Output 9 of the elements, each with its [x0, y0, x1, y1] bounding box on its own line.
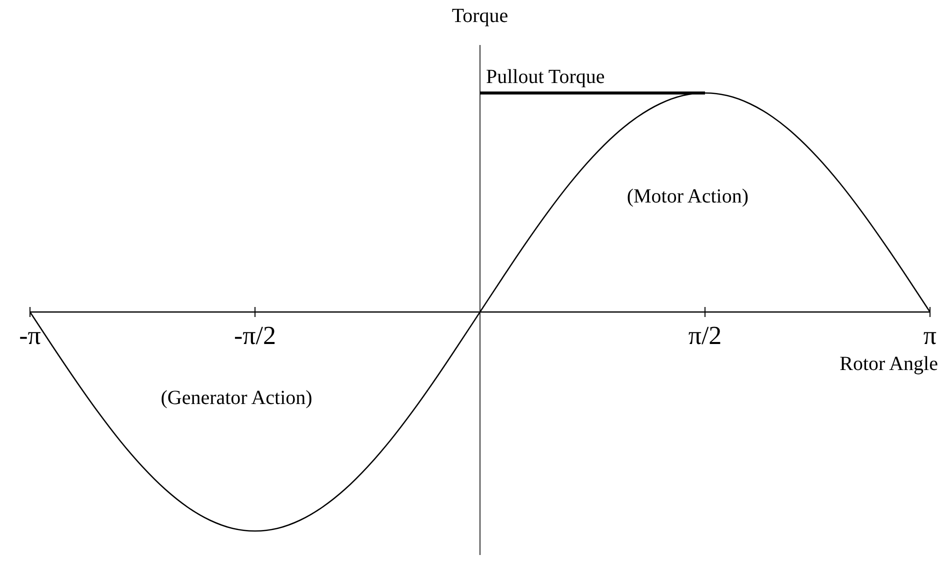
x-tick-label: π/2: [688, 321, 722, 350]
annotation: (Generator Action): [160, 386, 312, 409]
x-tick-label: π: [923, 321, 937, 350]
ref-line-label: Pullout Torque: [486, 66, 605, 88]
annotation: (Motor Action): [626, 186, 748, 208]
x-tick-label: -π: [19, 321, 41, 350]
x-tick-label: -π/2: [234, 321, 276, 350]
x-axis-title: Rotor Angle: [840, 353, 938, 375]
y-axis-title: Torque: [452, 5, 508, 27]
